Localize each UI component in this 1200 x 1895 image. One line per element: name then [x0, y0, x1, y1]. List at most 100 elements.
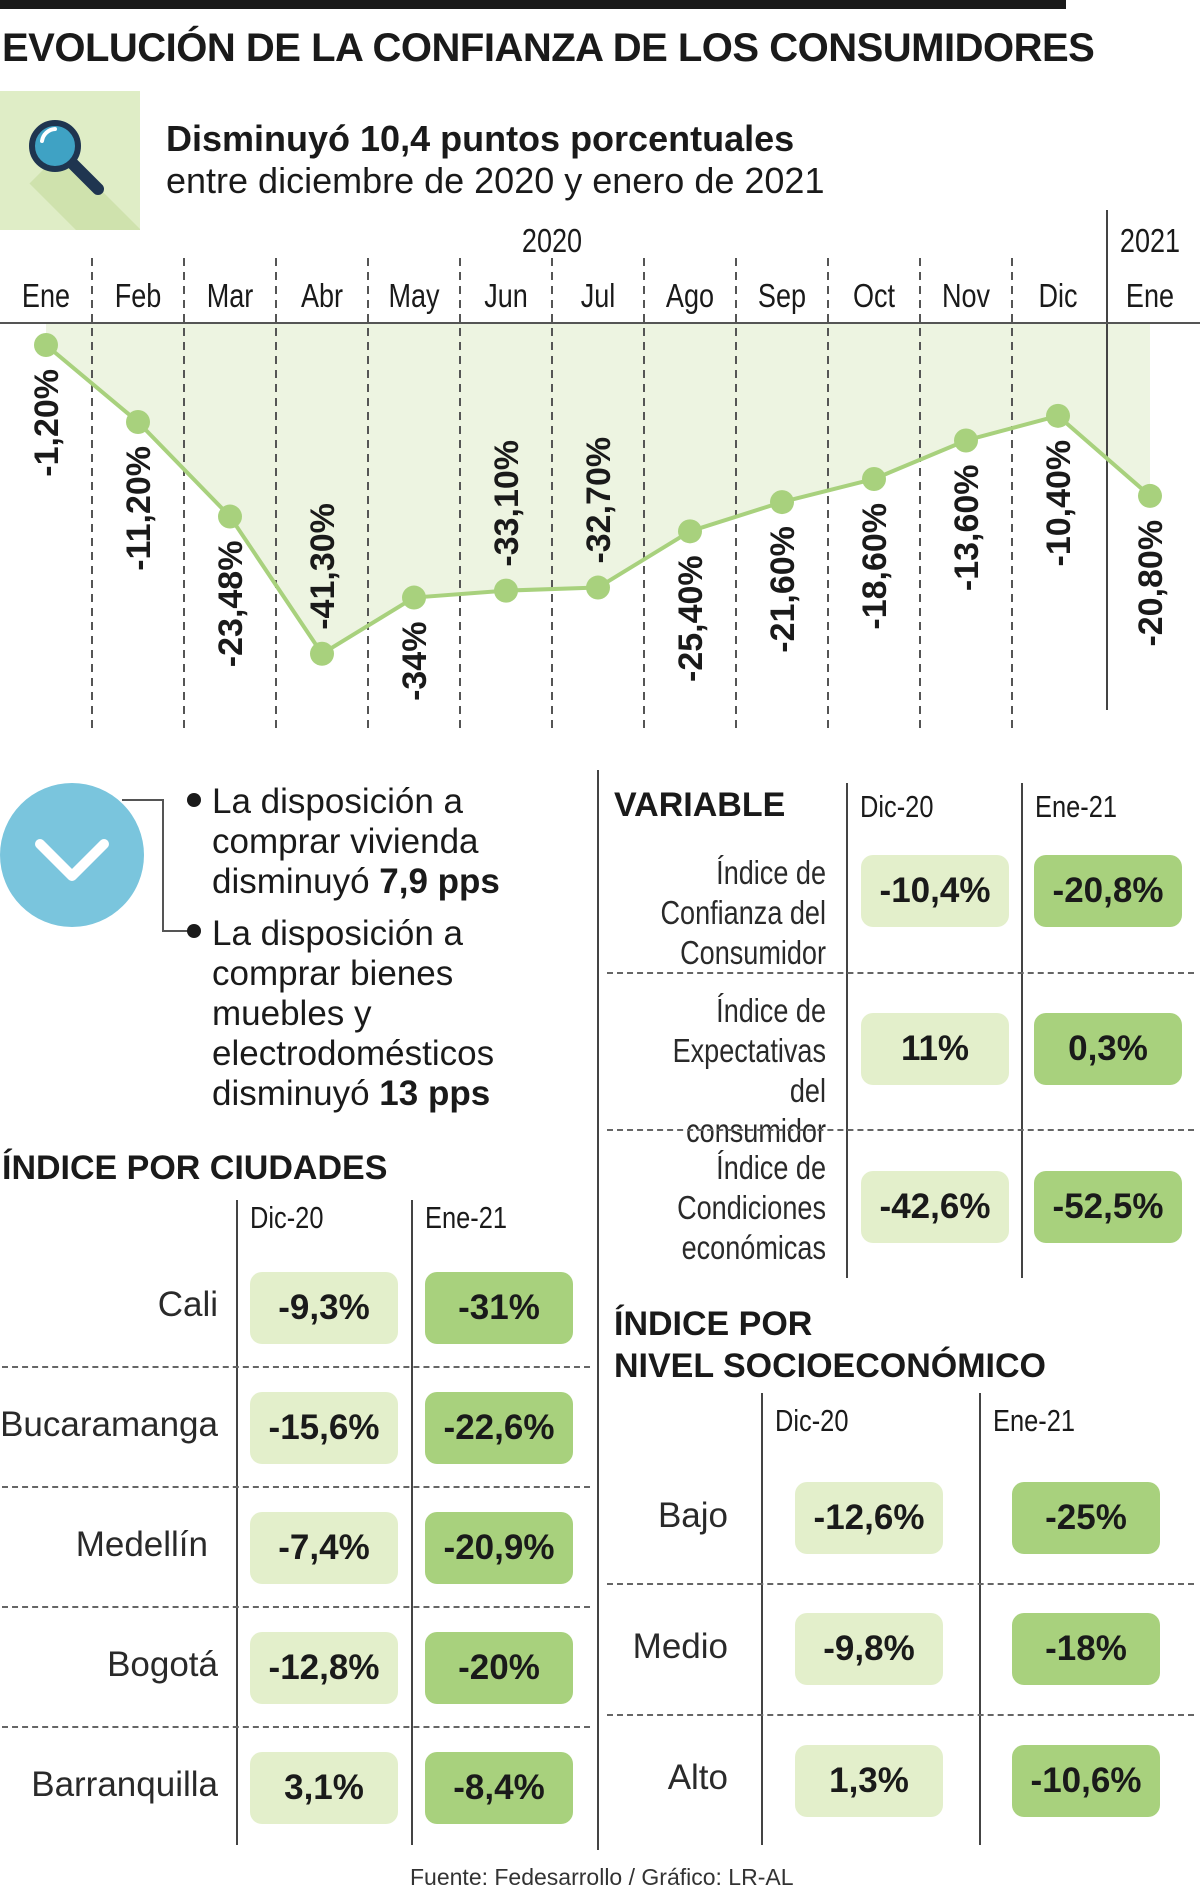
data-label: -21,60% — [764, 526, 802, 653]
city-divider — [2, 1606, 590, 1608]
socio-label: Alto — [667, 1758, 728, 1797]
city-dic: -7,4% — [250, 1512, 398, 1584]
data-label: -25,40% — [672, 555, 710, 682]
month-label: Dic — [1038, 279, 1077, 315]
bullet-connector — [0, 783, 164, 932]
month-label: Ene — [1126, 279, 1174, 315]
socio-col-dic: Dic-20 — [775, 1403, 849, 1438]
city-ene: -31% — [425, 1272, 573, 1344]
data-point — [402, 585, 426, 610]
month-label: Sep — [758, 279, 806, 315]
bullet-housing: La disposición a comprar vivienda dismin… — [212, 782, 500, 901]
data-label: -11,20% — [120, 446, 158, 571]
city-divider — [2, 1726, 590, 1728]
chevron-circle — [0, 783, 144, 927]
month-label: Oct — [853, 279, 896, 315]
magnifier-icon — [29, 120, 104, 195]
cities-vline-2 — [411, 1200, 413, 1845]
data-label: -34% — [396, 622, 434, 701]
variable-heading: VARIABLE — [614, 786, 786, 824]
subtitle-regular: entre diciembre de 2020 y enero de 2021 — [166, 160, 825, 201]
bullet-lines — [163, 793, 201, 938]
data-point — [770, 490, 794, 515]
source-note: Fuente: Fedesarrollo / Gráfico: LR-AL — [410, 1864, 794, 1890]
city-divider — [2, 1366, 590, 1368]
month-label: Jul — [581, 279, 616, 315]
month-label: Ago — [666, 279, 714, 315]
variable-vline-1 — [846, 783, 848, 1278]
data-point — [494, 578, 518, 603]
city-label: Bucaramanga — [0, 1405, 218, 1444]
data-point — [862, 466, 886, 491]
bullet-dot-2 — [187, 924, 201, 938]
page-title: EVOLUCIÓN DE LA CONFIANZA DE LOS CONSUMI… — [2, 26, 1095, 70]
data-label: -10,40% — [1040, 440, 1078, 567]
data-point — [954, 428, 978, 453]
cities-col-dic: Dic-20 — [250, 1200, 324, 1235]
cities-vline-1 — [236, 1200, 238, 1845]
socio-heading: ÍNDICE POR NIVEL SOCIOECONÓMICO — [614, 1303, 1046, 1387]
month-label: May — [388, 279, 440, 315]
variable-row-label: Índice de Condiciones económicas — [677, 1149, 826, 1266]
city-label: Medellín — [75, 1525, 208, 1564]
month-label: Mar — [207, 279, 254, 315]
data-label: -13,60% — [948, 464, 986, 591]
year-label: 2020 — [522, 224, 582, 260]
cities-heading: ÍNDICE POR CIUDADES — [2, 1149, 388, 1187]
variable-row-ene: -20,8% — [1034, 855, 1182, 927]
data-point — [1138, 483, 1162, 508]
variable-col-dic: Dic-20 — [860, 789, 934, 824]
city-dic: 3,1% — [250, 1752, 398, 1824]
city-label: Bogotá — [107, 1645, 218, 1684]
city-divider — [2, 1486, 590, 1488]
variable-row-dic: 11% — [861, 1013, 1009, 1085]
socio-ene: -25% — [1012, 1482, 1160, 1554]
data-point — [310, 641, 334, 666]
socio-dic: 1,3% — [795, 1745, 943, 1817]
year-label: 2021 — [1120, 224, 1180, 260]
section-divider — [597, 770, 599, 1850]
city-label: Cali — [157, 1285, 218, 1324]
data-point — [218, 504, 242, 529]
month-label: Jun — [484, 279, 528, 315]
month-label: Abr — [301, 279, 343, 315]
bullet-furniture: La disposición a comprar bienes muebles … — [212, 914, 495, 1113]
socio-dic: -12,6% — [795, 1482, 943, 1554]
socio-heading-line2: NIVEL SOCIOECONÓMICO — [614, 1347, 1046, 1385]
magnifier-icon-box — [0, 91, 140, 230]
city-dic: -9,3% — [250, 1272, 398, 1344]
city-dic: -15,6% — [250, 1392, 398, 1464]
data-point — [34, 333, 58, 357]
city-ene: -8,4% — [425, 1752, 573, 1824]
data-label: -1,20% — [28, 369, 66, 477]
chart-area-fill — [46, 323, 1150, 654]
data-label: -20,80% — [1132, 520, 1170, 647]
socio-ene: -18% — [1012, 1613, 1160, 1685]
data-point — [678, 519, 702, 544]
month-label: Feb — [115, 279, 162, 315]
variable-row-dic: -10,4% — [861, 855, 1009, 927]
socio-heading-line1: ÍNDICE POR — [614, 1305, 813, 1343]
data-point — [586, 575, 610, 600]
data-label: -23,48% — [212, 541, 250, 668]
variable-row-dic: -42,6% — [861, 1171, 1009, 1243]
data-label: -32,70% — [580, 437, 618, 564]
socio-divider — [607, 1583, 1194, 1585]
data-label: -33,10% — [488, 440, 526, 567]
variable-col-ene: Ene-21 — [1035, 789, 1117, 824]
month-label: Nov — [942, 279, 990, 315]
cities-col-ene: Ene-21 — [425, 1200, 507, 1235]
variable-row-ene: -52,5% — [1034, 1171, 1182, 1243]
variable-row-label: Índice de Expectativas del consumidor — [672, 992, 826, 1149]
socio-col-ene: Ene-21 — [993, 1403, 1075, 1438]
socio-vline-1 — [761, 1393, 763, 1845]
city-dic: -12,8% — [250, 1632, 398, 1704]
variable-row-divider — [607, 972, 1194, 974]
socio-divider — [607, 1714, 1194, 1716]
socio-ene: -10,6% — [1012, 1745, 1160, 1817]
city-label: Barranquilla — [31, 1765, 218, 1804]
chevron-down-icon — [35, 839, 109, 881]
city-ene: -22,6% — [425, 1392, 573, 1464]
variable-row-divider — [607, 1129, 1194, 1131]
data-point — [126, 410, 150, 434]
